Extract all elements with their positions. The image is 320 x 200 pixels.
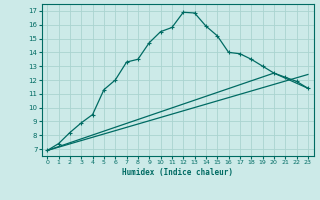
X-axis label: Humidex (Indice chaleur): Humidex (Indice chaleur) [122, 168, 233, 177]
